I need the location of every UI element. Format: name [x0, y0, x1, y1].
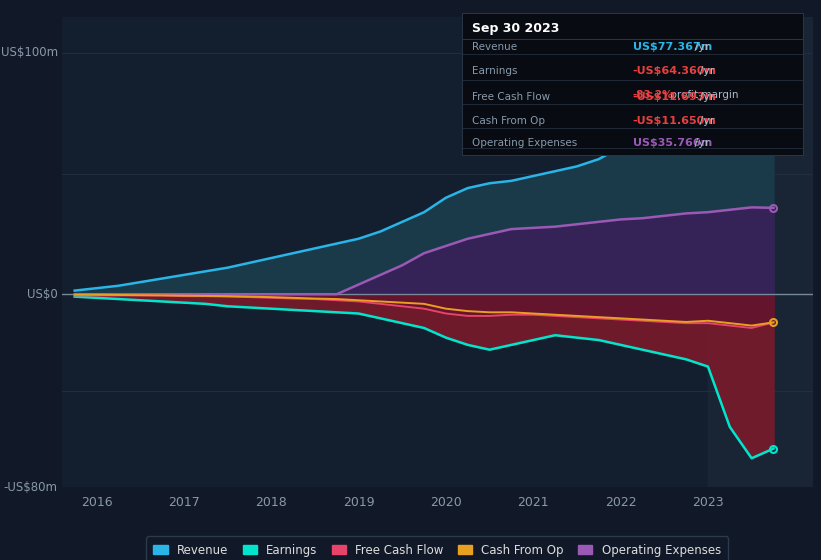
Text: US$0: US$0 [27, 288, 57, 301]
Text: Revenue: Revenue [472, 43, 517, 53]
Text: US$100m: US$100m [1, 46, 57, 59]
Text: /yr: /yr [696, 116, 715, 127]
Text: US$35.766m: US$35.766m [632, 138, 712, 148]
Bar [708, 17, 813, 487]
Text: Free Cash Flow: Free Cash Flow [472, 92, 551, 102]
Text: -US$11.693m: -US$11.693m [632, 92, 717, 102]
Text: US$77.367m: US$77.367m [632, 43, 712, 53]
Text: -US$64.360m: -US$64.360m [632, 67, 717, 76]
Text: -83.2%: -83.2% [632, 90, 673, 100]
Text: profit margin: profit margin [667, 90, 739, 100]
Text: Operating Expenses: Operating Expenses [472, 138, 578, 148]
Legend: Revenue, Earnings, Free Cash Flow, Cash From Op, Operating Expenses: Revenue, Earnings, Free Cash Flow, Cash … [146, 536, 728, 560]
Text: Earnings: Earnings [472, 67, 518, 76]
Text: /yr: /yr [690, 43, 709, 53]
Text: /yr: /yr [696, 92, 715, 102]
Text: -US$11.650m: -US$11.650m [632, 116, 717, 127]
Text: /yr: /yr [690, 138, 709, 148]
Text: Cash From Op: Cash From Op [472, 116, 545, 127]
Text: /yr: /yr [696, 67, 715, 76]
Text: -US$80m: -US$80m [4, 480, 57, 494]
Text: Sep 30 2023: Sep 30 2023 [472, 22, 560, 35]
